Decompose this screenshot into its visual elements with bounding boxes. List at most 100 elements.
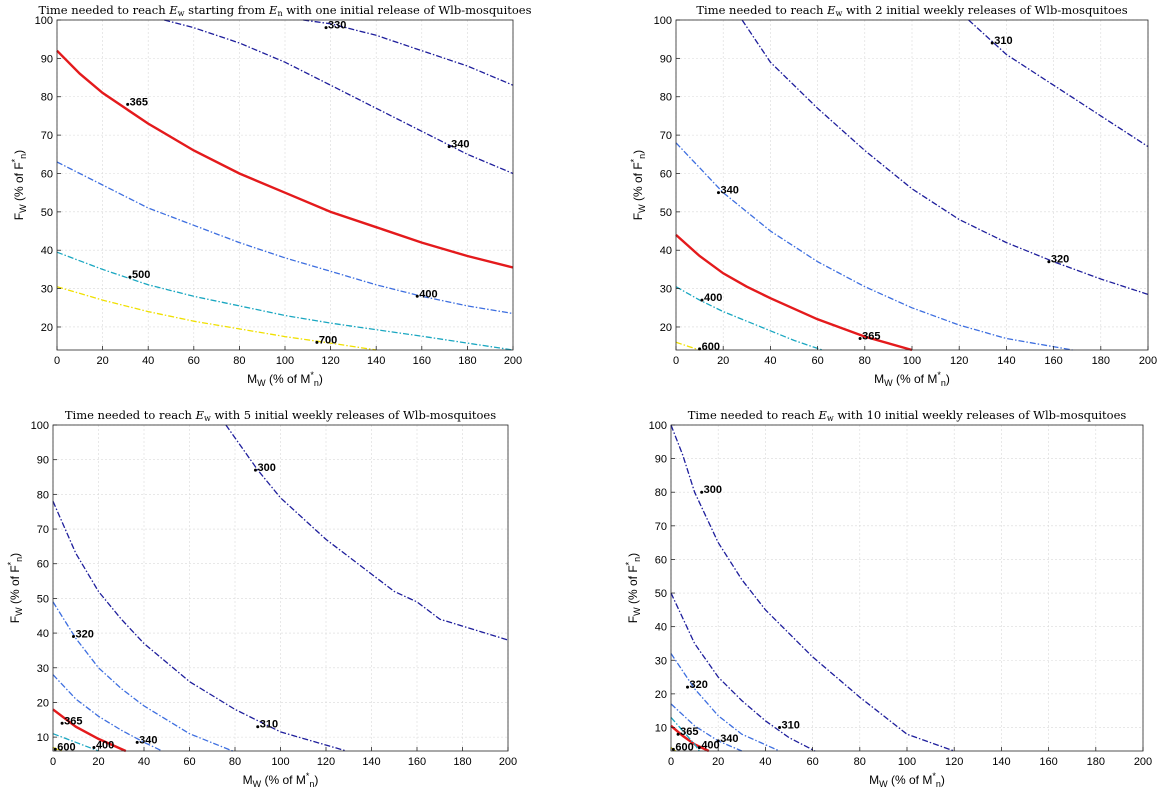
x-tick-label: 200 bbox=[499, 756, 517, 768]
x-tick-label: 160 bbox=[408, 756, 426, 768]
x-axis-label: MW (% of M*n) bbox=[869, 771, 945, 789]
contour-line-500 bbox=[56, 251, 514, 351]
contour-label-dot bbox=[135, 740, 139, 744]
y-tick-label: 40 bbox=[41, 245, 53, 257]
y-tick-label: 20 bbox=[655, 689, 667, 701]
y-tick-label: 60 bbox=[41, 168, 53, 180]
y-tick-label: 70 bbox=[41, 130, 53, 142]
y-tick-label: 100 bbox=[31, 420, 49, 432]
x-tick-label: 140 bbox=[362, 756, 380, 768]
x-tick-label: 80 bbox=[229, 756, 241, 768]
contour-label-365: 365 bbox=[130, 96, 148, 108]
x-tick-label: 200 bbox=[1134, 756, 1152, 768]
x-tick-label: 80 bbox=[233, 355, 245, 367]
chart-title: Time needed to reach Ew with 5 initial w… bbox=[65, 408, 496, 423]
y-tick-label: 30 bbox=[37, 663, 49, 675]
x-tick-label: 120 bbox=[950, 355, 968, 367]
contour-line-320 bbox=[670, 653, 780, 752]
x-tick-label: 20 bbox=[712, 756, 724, 768]
x-tick-label: 0 bbox=[54, 355, 60, 367]
contour-line-400 bbox=[56, 161, 514, 315]
contour-line-365 bbox=[670, 724, 710, 753]
y-tick-label: 40 bbox=[660, 245, 672, 257]
y-tick-label: 10 bbox=[655, 722, 667, 734]
contour-label-dot bbox=[778, 725, 782, 729]
contour-label-dot bbox=[315, 340, 319, 344]
y-tick-label: 20 bbox=[660, 322, 672, 334]
x-tick-label: 180 bbox=[1092, 355, 1110, 367]
chart-panel-4: 0 20 40 60 80 100 120 140 160 180 200 10 20 30 40 50 60 7… bbox=[624, 408, 1152, 789]
y-tick-label: 50 bbox=[41, 207, 53, 219]
y-axis-label: FW (% of F*n) bbox=[6, 553, 24, 623]
y-tick-label: 90 bbox=[655, 454, 667, 466]
chart-panel-2: 0 20 40 60 80 100 120 140 160 180 200 20 30 40 50 60 70 8… bbox=[629, 3, 1157, 388]
contour-line-340 bbox=[675, 142, 1073, 351]
x-axis-label: MW (% of M*n) bbox=[247, 370, 323, 388]
y-tick-label: 50 bbox=[660, 207, 672, 219]
x-tick-label: 160 bbox=[1044, 355, 1062, 367]
contour-line-330 bbox=[303, 19, 514, 86]
contour-line-365 bbox=[56, 49, 514, 269]
contour-line-340 bbox=[52, 674, 163, 752]
x-tick-label: 140 bbox=[992, 756, 1010, 768]
contour-line-365 bbox=[52, 708, 127, 753]
x-axis-label: MW (% of M*n) bbox=[874, 370, 950, 388]
contour-line-340 bbox=[164, 19, 514, 175]
y-tick-label: 70 bbox=[660, 130, 672, 142]
x-tick-label: 140 bbox=[367, 355, 385, 367]
contour-label-320: 320 bbox=[75, 629, 93, 641]
y-tick-label: 80 bbox=[655, 487, 667, 499]
x-tick-label: 140 bbox=[997, 355, 1015, 367]
contour-label-dot bbox=[990, 41, 994, 45]
contour-label-dot bbox=[671, 747, 675, 751]
x-tick-label: 40 bbox=[138, 756, 150, 768]
contour-label-300: 300 bbox=[257, 462, 275, 474]
contour-label-340: 340 bbox=[720, 733, 738, 745]
contour-label-dot bbox=[53, 747, 57, 751]
contour-label-400: 400 bbox=[96, 740, 114, 752]
x-tick-label: 60 bbox=[806, 756, 818, 768]
contour-label-310: 310 bbox=[994, 35, 1012, 47]
y-axis-label: FW (% of F*n) bbox=[624, 553, 642, 623]
y-tick-label: 30 bbox=[660, 284, 672, 296]
contour-label-600: 600 bbox=[675, 741, 693, 753]
x-tick-label: 120 bbox=[321, 355, 339, 367]
contour-label-600: 600 bbox=[702, 341, 720, 353]
x-tick-label: 180 bbox=[453, 756, 471, 768]
y-tick-label: 20 bbox=[37, 697, 49, 709]
x-tick-label: 100 bbox=[903, 355, 921, 367]
contour-label-dot bbox=[1047, 260, 1051, 264]
contour-label-dot bbox=[324, 26, 328, 30]
contour-label-dot bbox=[700, 490, 704, 494]
contour-label-400: 400 bbox=[701, 740, 719, 752]
y-tick-label: 50 bbox=[655, 588, 667, 600]
contour-label-dot bbox=[686, 685, 690, 689]
y-tick-label: 60 bbox=[660, 168, 672, 180]
contour-label-dot bbox=[676, 732, 680, 736]
x-tick-label: 40 bbox=[764, 355, 776, 367]
x-tick-label: 160 bbox=[1039, 756, 1057, 768]
contour-line-310 bbox=[968, 19, 1149, 148]
y-tick-label: 90 bbox=[41, 53, 53, 65]
contour-label-dot bbox=[71, 635, 75, 639]
x-tick-label: 100 bbox=[276, 355, 294, 367]
y-tick-label: 80 bbox=[37, 489, 49, 501]
x-tick-label: 20 bbox=[717, 355, 729, 367]
y-axis-label: FW (% of F*n) bbox=[629, 150, 647, 220]
y-tick-label: 20 bbox=[41, 322, 53, 334]
contour-line-365 bbox=[675, 234, 913, 352]
x-tick-label: 40 bbox=[142, 355, 154, 367]
y-tick-label: 60 bbox=[37, 559, 49, 571]
y-tick-label: 30 bbox=[655, 655, 667, 667]
x-tick-label: 0 bbox=[673, 355, 679, 367]
contour-label-dot bbox=[716, 739, 720, 743]
x-tick-label: 20 bbox=[96, 355, 108, 367]
contour-line-310 bbox=[52, 501, 347, 752]
contour-label-dot bbox=[700, 298, 704, 302]
x-tick-label: 160 bbox=[413, 355, 431, 367]
contour-line-320 bbox=[52, 601, 233, 752]
x-tick-label: 60 bbox=[183, 756, 195, 768]
chart-panel-3: 0 20 40 60 80 100 120 140 160 180 200 10 20 30 40 50 60 7… bbox=[6, 408, 517, 789]
contour-label-dot bbox=[60, 721, 64, 725]
